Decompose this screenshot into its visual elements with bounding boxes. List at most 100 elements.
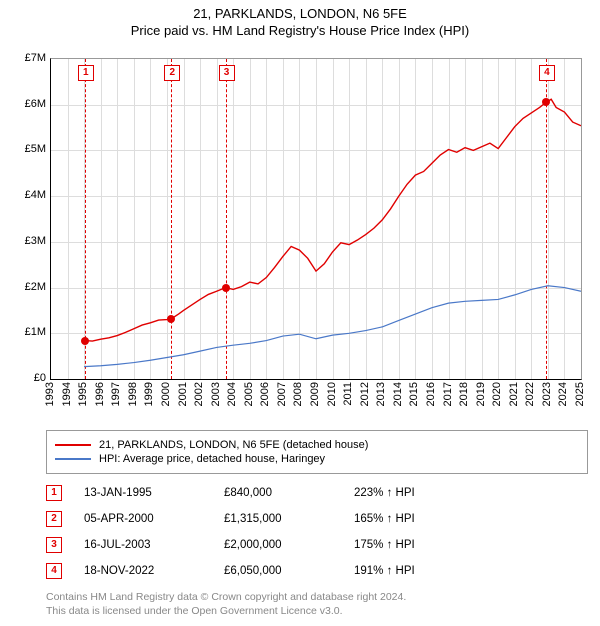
sale-row-date: 13-JAN-1995 bbox=[84, 487, 224, 499]
sale-row-marker: 4 bbox=[46, 563, 62, 579]
sale-row: 1 13-JAN-1995£840,000223% ↑ HPI bbox=[46, 480, 588, 506]
legend: 21, PARKLANDS, LONDON, N6 5FE (detached … bbox=[46, 430, 588, 474]
gridline-v bbox=[515, 59, 516, 379]
x-tick-label: 1993 bbox=[44, 382, 56, 406]
gridline-v bbox=[134, 59, 135, 379]
x-tick-label: 2014 bbox=[392, 382, 404, 406]
x-tick-label: 2009 bbox=[309, 382, 321, 406]
gridline-v bbox=[399, 59, 400, 379]
sale-row-price: £840,000 bbox=[224, 487, 354, 499]
x-tick-label: 2016 bbox=[425, 382, 437, 406]
gridline-v bbox=[299, 59, 300, 379]
sales-table: 113-JAN-1995£840,000223% ↑ HPI205-APR-20… bbox=[46, 480, 588, 584]
y-tick-label: £2M bbox=[6, 281, 46, 293]
sale-marker-box: 1 bbox=[78, 65, 94, 81]
footer-line2: This data is licensed under the Open Gov… bbox=[46, 604, 588, 618]
x-tick-label: 2020 bbox=[491, 382, 503, 406]
x-tick-label: 1994 bbox=[61, 382, 73, 406]
plot-area: 1 2 3 4 bbox=[50, 58, 582, 380]
x-tick-label: 2017 bbox=[442, 382, 454, 406]
sale-marker-box: 3 bbox=[219, 65, 235, 81]
y-tick-label: £0 bbox=[6, 372, 46, 384]
x-tick-label: 2002 bbox=[193, 382, 205, 406]
legend-row: 21, PARKLANDS, LONDON, N6 5FE (detached … bbox=[55, 439, 579, 451]
gridline-v bbox=[184, 59, 185, 379]
gridline-v bbox=[449, 59, 450, 379]
sale-row: 4 18-NOV-2022£6,050,000191% ↑ HPI bbox=[46, 558, 588, 584]
sale-row: 316-JUL-2003£2,000,000175% ↑ HPI bbox=[46, 532, 588, 558]
gridline-v bbox=[68, 59, 69, 379]
gridline-v bbox=[150, 59, 151, 379]
sale-row-pct: 175% ↑ HPI bbox=[354, 539, 464, 551]
gridline-v bbox=[316, 59, 317, 379]
sale-marker-box: 4 bbox=[539, 65, 555, 81]
y-tick-label: £5M bbox=[6, 143, 46, 155]
gridline-v bbox=[531, 59, 532, 379]
x-tick-label: 2024 bbox=[557, 382, 569, 406]
sale-marker-dot bbox=[167, 315, 175, 323]
x-tick-label: 2008 bbox=[292, 382, 304, 406]
sale-row-date: 16-JUL-2003 bbox=[84, 539, 224, 551]
x-tick-label: 2012 bbox=[359, 382, 371, 406]
gridline-v bbox=[564, 59, 565, 379]
gridline-v bbox=[333, 59, 334, 379]
gridline-v bbox=[482, 59, 483, 379]
legend-swatch bbox=[55, 458, 91, 460]
y-tick-label: £6M bbox=[6, 98, 46, 110]
gridline-v bbox=[117, 59, 118, 379]
legend-row: HPI: Average price, detached house, Hari… bbox=[55, 453, 579, 465]
x-tick-label: 2003 bbox=[210, 382, 222, 406]
x-tick-label: 2007 bbox=[276, 382, 288, 406]
sale-marker-vline bbox=[226, 59, 227, 379]
gridline-v bbox=[167, 59, 168, 379]
gridline-v bbox=[283, 59, 284, 379]
plot-outer: 1234 £0£1M£2M£3M£4M£5M£6M£7M199319941995… bbox=[0, 38, 600, 428]
footer-attribution: Contains HM Land Registry data © Crown c… bbox=[46, 590, 588, 618]
x-tick-label: 2023 bbox=[541, 382, 553, 406]
sale-row-pct: 191% ↑ HPI bbox=[354, 565, 464, 577]
x-tick-label: 2010 bbox=[326, 382, 338, 406]
x-tick-label: 1996 bbox=[94, 382, 106, 406]
x-tick-label: 1997 bbox=[110, 382, 122, 406]
sale-row-marker: 1 bbox=[46, 485, 62, 501]
x-tick-label: 1995 bbox=[77, 382, 89, 406]
gridline-v bbox=[266, 59, 267, 379]
sale-marker-dot bbox=[222, 284, 230, 292]
x-tick-label: 2004 bbox=[226, 382, 238, 406]
y-tick-label: £1M bbox=[6, 326, 46, 338]
sale-row-date: 05-APR-2000 bbox=[84, 513, 224, 525]
sale-row-price: £2,000,000 bbox=[224, 539, 354, 551]
x-tick-label: 2011 bbox=[342, 382, 354, 406]
x-tick-label: 2015 bbox=[408, 382, 420, 406]
legend-label: 21, PARKLANDS, LONDON, N6 5FE (detached … bbox=[99, 439, 368, 451]
legend-swatch bbox=[55, 444, 91, 446]
x-tick-label: 2006 bbox=[259, 382, 271, 406]
x-tick-label: 1999 bbox=[143, 382, 155, 406]
gridline-v bbox=[349, 59, 350, 379]
gridline-v bbox=[233, 59, 234, 379]
sale-row-price: £1,315,000 bbox=[224, 513, 354, 525]
sale-marker-box: 2 bbox=[164, 65, 180, 81]
gridline-v bbox=[366, 59, 367, 379]
gridline-v bbox=[217, 59, 218, 379]
x-tick-label: 2022 bbox=[524, 382, 536, 406]
sale-marker-vline bbox=[546, 59, 547, 379]
x-tick-label: 2000 bbox=[160, 382, 172, 406]
x-tick-label: 1998 bbox=[127, 382, 139, 406]
gridline-v bbox=[432, 59, 433, 379]
sale-row-pct: 223% ↑ HPI bbox=[354, 487, 464, 499]
x-tick-label: 2018 bbox=[458, 382, 470, 406]
y-tick-label: £7M bbox=[6, 52, 46, 64]
sale-row-pct: 165% ↑ HPI bbox=[354, 513, 464, 525]
gridline-v bbox=[498, 59, 499, 379]
sale-row-price: £6,050,000 bbox=[224, 565, 354, 577]
gridline-v bbox=[200, 59, 201, 379]
gridline-v bbox=[465, 59, 466, 379]
x-tick-label: 2013 bbox=[375, 382, 387, 406]
y-tick-label: £4M bbox=[6, 189, 46, 201]
title-subtitle: Price paid vs. HM Land Registry's House … bbox=[0, 23, 600, 38]
sale-row-date: 18-NOV-2022 bbox=[84, 565, 224, 577]
sale-marker-vline bbox=[85, 59, 86, 379]
x-tick-label: 2005 bbox=[243, 382, 255, 406]
x-tick-label: 2025 bbox=[574, 382, 586, 406]
